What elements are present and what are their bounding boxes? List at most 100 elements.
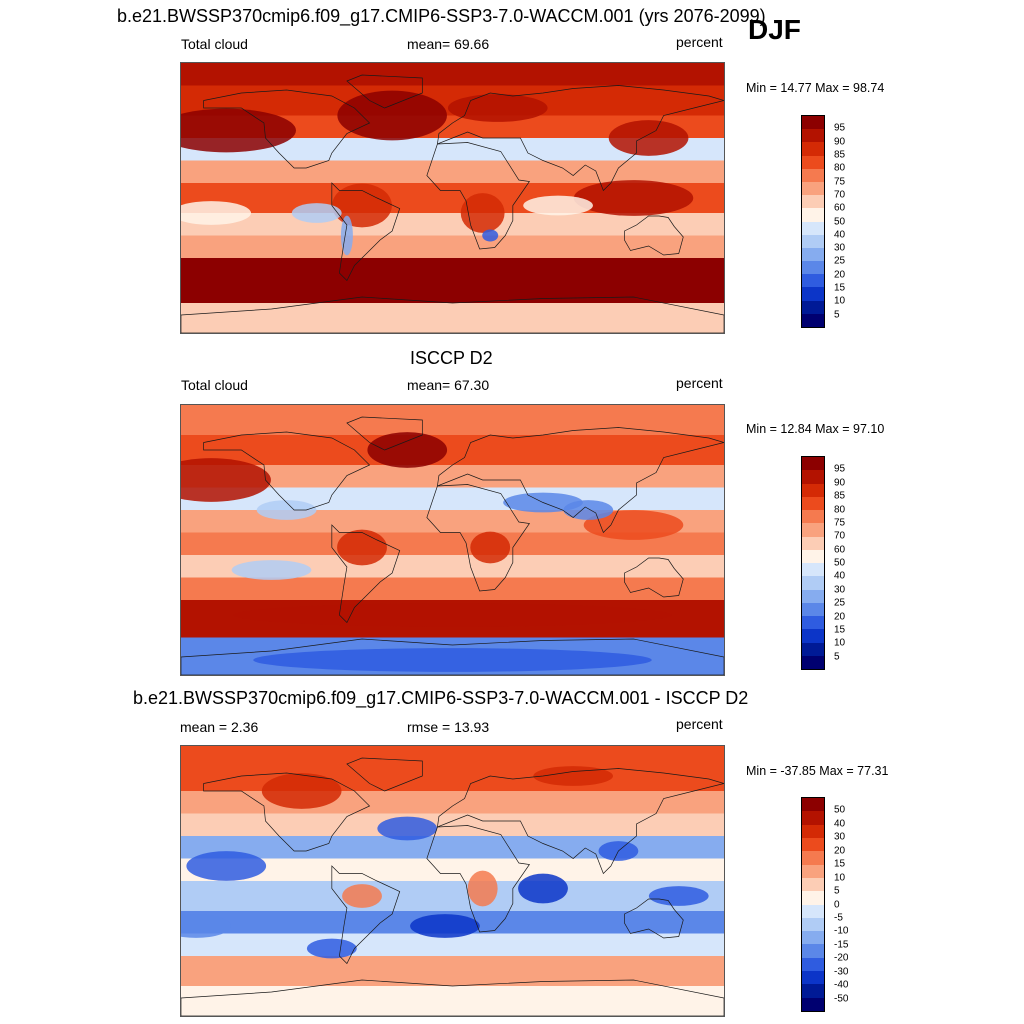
colorbar-tick-label: 60 [834, 544, 846, 556]
colorbar-swatch [802, 984, 824, 998]
colorbar-swatch [802, 944, 824, 958]
colorbar-tick-label: 90 [834, 477, 846, 489]
colorbar-swatch [802, 616, 824, 630]
panel3-rmse-label: rmse = 13.93 [407, 719, 490, 735]
panel2-mean-label: mean= 67.30 [407, 377, 490, 393]
panel1-variable-label: Total cloud [181, 36, 248, 52]
colorbar-tick-label: 5 [834, 651, 840, 663]
colorbar-swatch [802, 116, 824, 130]
colorbar-tick-label: -50 [834, 993, 849, 1005]
colorbar-swatch [802, 837, 824, 852]
colorbar-swatch [802, 629, 824, 643]
colorbar-swatch [802, 957, 824, 972]
colorbar-tick-label: 20 [834, 269, 846, 281]
colorbar-swatch [802, 523, 824, 537]
colorbar-swatch [802, 563, 824, 577]
panel1-mean-label: mean= 69.66 [407, 36, 490, 52]
colorbar-swatch [802, 483, 824, 497]
colorbar-swatch [802, 811, 824, 825]
colorbar-swatch [802, 261, 824, 275]
colorbar-swatch [802, 851, 824, 865]
season-label: DJF [748, 14, 801, 45]
panel1-map-svg [181, 63, 724, 333]
colorbar-tick-label: 15 [834, 282, 846, 294]
colorbar-tick-label: 75 [834, 517, 846, 529]
colorbar-swatch [802, 798, 824, 812]
colorbar-swatch [802, 997, 824, 1011]
colorbar-tick-label: 50 [834, 216, 846, 227]
colorbar-tick-label: 75 [834, 176, 846, 188]
colorbar-tick-label: 80 [834, 162, 846, 174]
colorbar-tick-label: 30 [834, 242, 846, 254]
panel2-units-label: percent [676, 375, 723, 391]
panel2-variable-label: Total cloud [181, 377, 248, 393]
colorbar-swatch [802, 195, 824, 209]
colorbar-tick-label: -5 [834, 912, 843, 924]
panel3-colorbar [801, 797, 825, 1012]
colorbar-swatch [802, 931, 824, 945]
colorbar-tick-label: 20 [834, 611, 846, 622]
panel3-units-label: percent [676, 716, 723, 732]
colorbar-tick-label: -20 [834, 952, 849, 964]
colorbar-tick-label: -15 [834, 939, 849, 951]
colorbar-tick-label: 10 [834, 637, 846, 649]
panel1-minmax-label: Min = 14.77 Max = 98.74 [746, 81, 885, 95]
panel3-mean-label: mean = 2.36 [180, 719, 259, 735]
colorbar-swatch [802, 549, 824, 563]
panel1-title: b.e21.BWSSP370cmip6.f09_g17.CMIP6-SSP3-7… [117, 6, 766, 26]
panel1-units-label: percent [676, 34, 723, 50]
colorbar-tick-label: 95 [834, 463, 846, 475]
panel3-title: b.e21.BWSSP370cmip6.f09_g17.CMIP6-SSP3-7… [133, 688, 749, 708]
colorbar-swatch [802, 589, 824, 603]
colorbar-swatch [802, 824, 824, 838]
colorbar-swatch [802, 129, 824, 143]
panel2-map [180, 404, 725, 676]
colorbar-tick-label: -40 [834, 979, 849, 991]
colorbar-swatch [802, 300, 824, 314]
colorbar-tick-label: 90 [834, 136, 846, 148]
colorbar-swatch [802, 208, 824, 222]
colorbar-tick-label: 15 [834, 858, 846, 870]
colorbar-tick-label: 30 [834, 831, 846, 843]
colorbar-tick-label: 10 [834, 872, 846, 884]
colorbar-swatch [802, 877, 824, 892]
colorbar-tick-label: 5 [834, 309, 840, 321]
colorbar-swatch [802, 221, 824, 235]
colorbar-tick-label: 20 [834, 845, 846, 857]
colorbar-swatch [802, 602, 824, 616]
colorbar-tick-label: 40 [834, 570, 846, 582]
panel2-map-svg [181, 405, 724, 675]
colorbar-swatch [802, 496, 824, 510]
colorbar-tick-label: 70 [834, 189, 846, 201]
panel3-minmax-label: Min = -37.85 Max = 77.31 [746, 764, 889, 778]
colorbar-swatch [802, 457, 824, 471]
colorbar-swatch [802, 917, 824, 932]
colorbar-tick-label: 0 [834, 899, 840, 910]
colorbar-swatch [802, 247, 824, 262]
colorbar-tick-label: 40 [834, 818, 846, 830]
colorbar-swatch [802, 313, 824, 327]
colorbar-tick-label: 85 [834, 149, 846, 161]
colorbar-swatch [802, 904, 824, 918]
colorbar-tick-label: 30 [834, 584, 846, 596]
colorbar-tick-label: 60 [834, 202, 846, 214]
panel2-colorbar [801, 456, 825, 670]
colorbar-tick-label: 15 [834, 624, 846, 636]
colorbar-tick-label: 40 [834, 229, 846, 241]
colorbar-tick-label: 10 [834, 295, 846, 307]
colorbar-tick-label: -10 [834, 925, 849, 937]
colorbar-tick-label: 50 [834, 557, 846, 569]
panel3-map [180, 745, 725, 1017]
colorbar-swatch [802, 655, 824, 669]
panel3-map-svg [181, 746, 724, 1016]
colorbar-swatch [802, 168, 824, 182]
panel1-map [180, 62, 725, 334]
colorbar-tick-label: 25 [834, 255, 846, 267]
colorbar-swatch [802, 864, 824, 878]
colorbar-tick-label: 70 [834, 530, 846, 542]
colorbar-tick-label: 5 [834, 885, 840, 897]
panel2-title: ISCCP D2 [410, 348, 493, 368]
colorbar-tick-label: 95 [834, 122, 846, 134]
colorbar-swatch [802, 142, 824, 156]
colorbar-swatch [802, 642, 824, 656]
